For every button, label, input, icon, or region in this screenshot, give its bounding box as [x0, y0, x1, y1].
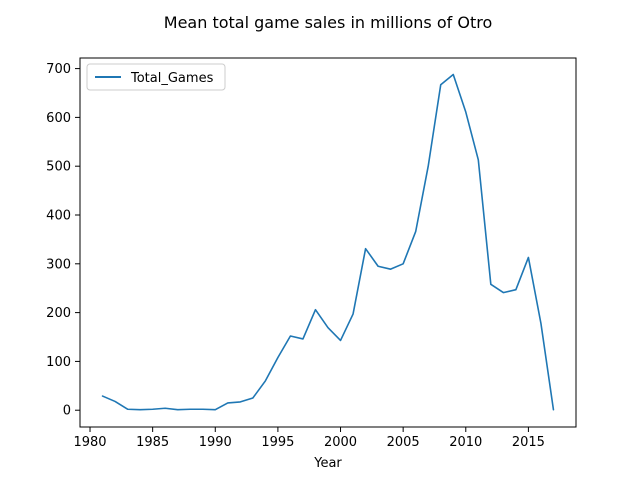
- y-tick-label-100: 100: [46, 355, 71, 370]
- legend: Total_Games: [86, 63, 226, 91]
- axes-frame: [79, 57, 577, 428]
- y-tick-label-400: 400: [46, 208, 71, 223]
- plot-area: [101, 73, 555, 411]
- series-line-total-games: [101, 73, 555, 411]
- y-tick-label-700: 700: [46, 62, 71, 77]
- y-axis-ticks: 0 100 200 300 400 500 600 700: [46, 62, 80, 419]
- x-tick-label-1980: 1980: [73, 435, 106, 450]
- legend-label-total-games: Total_Games: [130, 71, 214, 86]
- y-tick-label-500: 500: [46, 160, 71, 175]
- x-tick-label-2015: 2015: [512, 435, 545, 450]
- y-tick-label-0: 0: [63, 404, 71, 419]
- x-axis-label: Year: [313, 456, 342, 471]
- y-tick-label-300: 300: [46, 257, 71, 272]
- y-tick-label-200: 200: [46, 306, 71, 321]
- x-tick-label-2000: 2000: [324, 435, 357, 450]
- x-tick-label-2010: 2010: [449, 435, 482, 450]
- chart-title: Mean total game sales in millions of Otr…: [164, 13, 492, 32]
- x-tick-label-1990: 1990: [199, 435, 232, 450]
- x-tick-label-2005: 2005: [387, 435, 420, 450]
- x-tick-label-1985: 1985: [136, 435, 169, 450]
- y-tick-label-600: 600: [46, 111, 71, 126]
- legend-box: [86, 63, 226, 91]
- x-tick-label-1995: 1995: [261, 435, 294, 450]
- x-axis-ticks: 1980 1985 1990 1995 2000 2005 2010 2015: [73, 427, 545, 450]
